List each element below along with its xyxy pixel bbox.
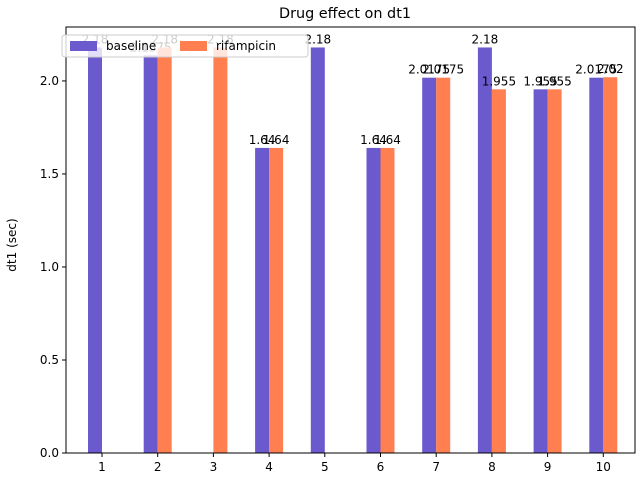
- bar-rifampicin-2: [157, 47, 172, 453]
- x-tick-label: 8: [488, 460, 496, 474]
- data-label-baseline-7: 2.0175: [408, 63, 450, 77]
- bar-rifampicin-9: [547, 89, 562, 453]
- x-tick-label: 1: [98, 460, 106, 474]
- bar-baseline-9: [533, 89, 548, 453]
- bar-baseline-5: [310, 47, 325, 453]
- data-label-baseline-8: 2.18: [472, 32, 499, 46]
- legend-swatch-rifampicin: [180, 41, 207, 51]
- y-tick-label: 1.0: [40, 260, 59, 274]
- bar-rifampicin-7: [436, 77, 451, 453]
- bar-baseline-8: [477, 47, 492, 453]
- x-tick-label: 10: [596, 460, 611, 474]
- bar-rifampicin-6: [380, 147, 395, 453]
- bar-rifampicin-4: [269, 147, 284, 453]
- data-label-rifampicin-10: 2.02: [597, 62, 624, 76]
- data-label-rifampicin-8: 1.955: [482, 74, 516, 88]
- data-label-rifampicin-4: 1.64: [263, 133, 290, 147]
- x-tick-label: 2: [154, 460, 162, 474]
- data-label-baseline-9: 1.955: [523, 74, 557, 88]
- plot-area: 2.182.13751.642.181.642.01752.181.9552.0…: [40, 26, 636, 474]
- x-tick-label: 7: [432, 460, 440, 474]
- data-label-baseline-6: 1.64: [360, 133, 387, 147]
- data-label-baseline-4: 1.64: [249, 133, 276, 147]
- x-tick-label: 5: [321, 460, 329, 474]
- legend-label-baseline: baseline: [106, 39, 156, 53]
- bar-baseline-2: [143, 55, 158, 454]
- bar-rifampicin-8: [491, 89, 506, 453]
- y-tick-label: 1.5: [40, 167, 59, 181]
- data-label-rifampicin-7: 2.0175: [422, 63, 464, 77]
- bar-baseline-10: [589, 77, 604, 453]
- y-tick-label: 0.5: [40, 353, 59, 367]
- legend-swatch-baseline: [70, 41, 97, 51]
- data-label-baseline-10: 2.0175: [575, 63, 617, 77]
- x-tick-label: 6: [377, 460, 385, 474]
- data-label-rifampicin-6: 1.64: [374, 133, 401, 147]
- legend: baseline rifampicin: [61, 34, 309, 58]
- bar-rifampicin-3: [213, 47, 228, 453]
- x-tick-label: 9: [544, 460, 552, 474]
- x-tick-label: 3: [210, 460, 218, 474]
- legend-label-rifampicin: rifampicin: [216, 39, 276, 53]
- data-label-baseline-5: 2.18: [304, 32, 331, 46]
- bar-rifampicin-10: [603, 77, 618, 453]
- y-tick-label: 0.0: [40, 446, 59, 460]
- y-tick-label: 2.0: [40, 74, 59, 88]
- chart-title: Drug effect on dt1: [279, 6, 411, 22]
- bar-baseline-7: [422, 77, 437, 453]
- axes-frame: [65, 26, 636, 454]
- data-label-rifampicin-9: 1.955: [537, 74, 571, 88]
- bar-baseline-1: [88, 47, 102, 453]
- x-tick-label: 4: [265, 460, 273, 474]
- bar-baseline-4: [255, 147, 270, 453]
- y-axis-label: dt1 (sec): [5, 218, 19, 271]
- bar-baseline-6: [366, 147, 381, 453]
